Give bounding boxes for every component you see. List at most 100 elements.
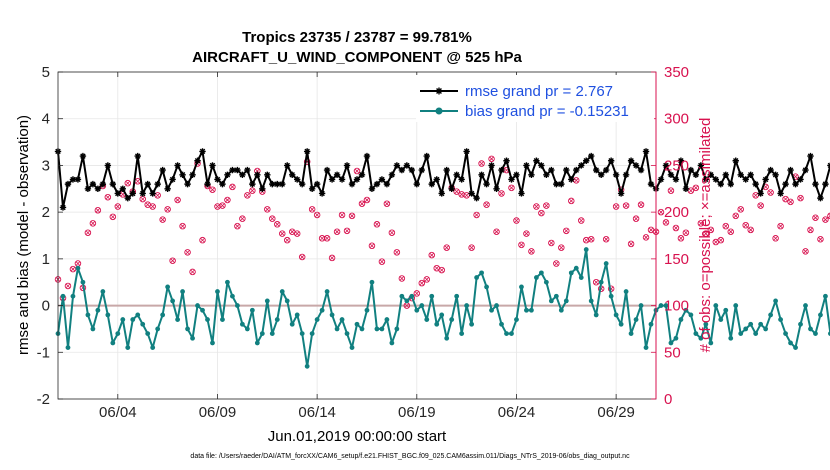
bias-point bbox=[249, 307, 255, 313]
obs-assimilated-marker bbox=[115, 204, 121, 210]
obs-assimilated-marker bbox=[808, 227, 813, 233]
bias-point bbox=[309, 331, 315, 336]
obs-assimilated-marker bbox=[658, 209, 664, 215]
left-tick-label: 1 bbox=[42, 251, 50, 268]
legend-bias-marker bbox=[435, 107, 443, 115]
obs-possible-marker bbox=[234, 222, 241, 230]
obs-possible-marker bbox=[563, 227, 570, 235]
obs-assimilated-marker bbox=[334, 229, 340, 235]
rmse-point bbox=[662, 162, 670, 169]
obs-assimilated-marker bbox=[538, 210, 544, 216]
obs-assimilated-marker bbox=[145, 202, 151, 208]
obs-assimilated-marker bbox=[364, 197, 370, 203]
obs-assimilated-marker bbox=[85, 230, 91, 236]
obs-assimilated-marker bbox=[733, 213, 739, 219]
obs-possible-marker bbox=[84, 229, 92, 236]
bias-point bbox=[409, 293, 415, 299]
obs-possible-marker bbox=[308, 206, 316, 213]
obs-assimilated-marker bbox=[573, 177, 579, 183]
rmse-point bbox=[284, 162, 291, 169]
rmse-point bbox=[642, 148, 650, 155]
obs-count-point bbox=[184, 249, 191, 256]
obs-possible-marker bbox=[822, 216, 829, 223]
obs-assimilated-marker bbox=[613, 204, 619, 210]
bias-point bbox=[813, 331, 818, 336]
obs-assimilated-marker bbox=[628, 241, 634, 247]
obs-possible-marker bbox=[528, 248, 535, 255]
obs-count-point bbox=[548, 239, 555, 247]
bias-point bbox=[424, 317, 430, 322]
obs-count-point bbox=[164, 206, 171, 213]
rmse-point bbox=[797, 176, 804, 183]
rmse-point bbox=[204, 180, 211, 188]
obs-assimilated-marker bbox=[528, 248, 534, 254]
obs-possible-marker bbox=[179, 222, 186, 230]
obs-assimilated-marker bbox=[125, 180, 131, 186]
x-tick-label: 06/24 bbox=[498, 404, 536, 421]
obs-count-point bbox=[717, 236, 725, 244]
obs-possible-marker bbox=[742, 221, 749, 229]
obs-assimilated-marker bbox=[274, 221, 280, 227]
bias-point bbox=[429, 293, 435, 299]
obs-assimilated-marker bbox=[155, 192, 161, 198]
obs-possible-marker bbox=[523, 230, 530, 237]
obs-assimilated-marker bbox=[648, 227, 654, 233]
rmse-point bbox=[413, 180, 420, 188]
obs-possible-marker bbox=[677, 235, 685, 242]
obs-assimilated-marker bbox=[354, 168, 360, 174]
obs-assimilated-marker bbox=[558, 245, 564, 251]
obs-count-point bbox=[333, 228, 341, 236]
rmse-point bbox=[672, 176, 680, 183]
rmse-point bbox=[89, 180, 97, 188]
rmse-point bbox=[777, 190, 784, 197]
bias-point bbox=[688, 312, 694, 318]
rmse-point bbox=[513, 171, 520, 178]
obs-assimilated-marker bbox=[703, 231, 709, 237]
x-tick-label: 06/09 bbox=[199, 404, 237, 421]
obs-count-point bbox=[328, 254, 336, 262]
obs-assimilated-marker bbox=[135, 178, 141, 184]
rmse-point bbox=[548, 166, 555, 174]
rmse-point bbox=[568, 176, 575, 183]
rmse-point bbox=[104, 162, 112, 169]
rmse-point bbox=[298, 180, 306, 188]
obs-count-point bbox=[159, 216, 166, 223]
obs-count-point bbox=[513, 217, 520, 224]
obs-possible-marker bbox=[89, 220, 97, 227]
rmse-point bbox=[493, 185, 500, 192]
bias-point bbox=[573, 265, 579, 271]
left-tick-label: 0 bbox=[42, 298, 50, 315]
rmse-point bbox=[553, 180, 560, 188]
rmse-point bbox=[588, 152, 595, 160]
bias-point bbox=[693, 331, 699, 336]
obs-count-point bbox=[298, 253, 306, 261]
bias-point bbox=[713, 303, 719, 308]
bias-point bbox=[235, 303, 240, 308]
obs-possible-marker bbox=[682, 229, 690, 236]
legend-bias-label: bias grand pr = -0.15231 bbox=[465, 103, 629, 120]
obs-possible-marker bbox=[124, 179, 132, 187]
obs-assimilated-marker bbox=[788, 199, 794, 205]
rmse-point bbox=[617, 190, 625, 197]
obs-count-point bbox=[707, 226, 715, 234]
obs-possible-marker bbox=[94, 207, 102, 214]
obs-assimilated-marker bbox=[349, 213, 355, 219]
chart-title: Tropics 23735 / 23787 = 99.781% bbox=[242, 29, 472, 46]
obs-count-point bbox=[353, 167, 361, 175]
obs-possible-marker bbox=[513, 217, 520, 224]
bias-point bbox=[548, 298, 554, 304]
obs-possible-marker bbox=[368, 242, 376, 250]
obs-assimilated-marker bbox=[299, 254, 305, 260]
obs-count-point bbox=[543, 202, 550, 209]
obs-possible-marker bbox=[149, 203, 156, 210]
bias-point bbox=[753, 331, 759, 336]
obs-possible-marker bbox=[398, 275, 406, 282]
obs-assimilated-marker bbox=[105, 194, 111, 200]
obs-assimilated-marker bbox=[324, 235, 330, 241]
obs-possible-marker bbox=[612, 203, 620, 210]
obs-count-point bbox=[498, 190, 505, 197]
rmse-point bbox=[523, 162, 530, 169]
obs-possible-marker bbox=[667, 187, 675, 194]
obs-count-point bbox=[727, 228, 735, 236]
obs-assimilated-marker bbox=[822, 217, 828, 223]
